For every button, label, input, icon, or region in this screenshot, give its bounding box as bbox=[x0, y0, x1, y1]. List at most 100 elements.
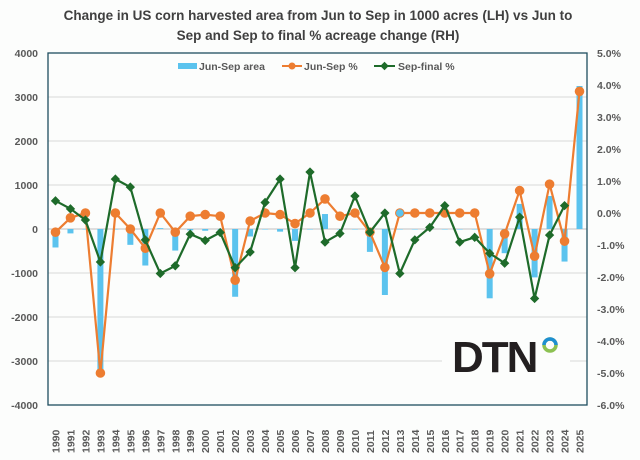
x-tick-label: 2023 bbox=[545, 429, 557, 453]
x-tick-label: 2015 bbox=[425, 429, 437, 453]
sep-final-point-2008 bbox=[320, 237, 330, 247]
sep-final-point-2013 bbox=[395, 268, 405, 279]
x-tick-label: 1996 bbox=[140, 429, 152, 453]
jun-sep-pct-point-2018 bbox=[469, 208, 480, 218]
bar-2013 bbox=[396, 229, 403, 230]
bar-2002 bbox=[232, 229, 239, 297]
plot-border bbox=[47, 52, 588, 406]
jun-sep-pct-point-2001 bbox=[215, 211, 225, 221]
legend-marker-diamond bbox=[380, 61, 389, 71]
bar-1998 bbox=[172, 229, 179, 251]
bar-1997 bbox=[157, 228, 164, 229]
jun-sep-pct-point-1993 bbox=[95, 368, 106, 378]
bar-2023 bbox=[546, 196, 553, 229]
y-left-tick-label: -3000 bbox=[11, 356, 38, 368]
sep-final-point-1990 bbox=[50, 196, 61, 206]
jun-sep-pct-point-2012 bbox=[380, 262, 390, 273]
x-tick-label: 2020 bbox=[500, 429, 512, 453]
sep-final-point-2019 bbox=[485, 248, 495, 258]
jun-sep-pct-point-2017 bbox=[454, 208, 465, 218]
jun-sep-pct-point-2025 bbox=[574, 86, 585, 97]
x-tick-label: 2021 bbox=[515, 429, 527, 453]
jun-sep-pct-point-1991 bbox=[65, 213, 76, 223]
jun-sep-pct-point-2007 bbox=[305, 208, 315, 218]
sep-final-point-2006 bbox=[290, 263, 300, 273]
sep-final-point-2023 bbox=[544, 230, 555, 240]
jun-sep-pct-point-2022 bbox=[529, 251, 540, 262]
legend-label-jun-sep-area: Jun-Sep area bbox=[199, 61, 265, 73]
jun-sep-pct-point-2008 bbox=[320, 194, 330, 204]
x-tick-label: 1997 bbox=[155, 429, 167, 453]
bar-1994 bbox=[112, 229, 119, 230]
x-tick-label: 2002 bbox=[230, 429, 242, 453]
sep-final-point-2002 bbox=[230, 263, 240, 273]
y-right-tick-label: 2.0% bbox=[597, 144, 622, 156]
x-tick-label: 2013 bbox=[395, 429, 407, 453]
x-tick-label: 2010 bbox=[350, 429, 362, 453]
y-left-tick-label: -4000 bbox=[11, 400, 38, 412]
jun-sep-pct-point-1997 bbox=[155, 208, 166, 218]
x-tick-label: 2025 bbox=[575, 429, 587, 453]
sep-final-point-2017 bbox=[455, 237, 465, 247]
bar-2005 bbox=[277, 229, 284, 232]
x-tick-label: 2001 bbox=[215, 429, 227, 453]
jun-sep-pct-point-1998 bbox=[170, 227, 181, 237]
bar-2020 bbox=[501, 229, 508, 254]
y-right-tick-label: -2.0% bbox=[597, 272, 625, 284]
y-left-tick-label: 1000 bbox=[15, 180, 39, 192]
sep-final-point-2009 bbox=[335, 228, 345, 239]
x-tick-label: 1995 bbox=[125, 429, 137, 453]
x-tick-label: 2007 bbox=[305, 429, 317, 453]
x-tick-label: 2004 bbox=[260, 429, 272, 453]
sep-final-point-1994 bbox=[110, 174, 121, 184]
sep-final-point-2004 bbox=[260, 197, 270, 208]
y-right-tick-label: 3.0% bbox=[597, 112, 622, 124]
x-tick-label: 1991 bbox=[65, 429, 77, 453]
sep-final-point-2012 bbox=[380, 208, 390, 218]
y-right-tick-label: 0.0% bbox=[597, 208, 622, 220]
legend-label-jun-sep-pct: Jun-Sep % bbox=[304, 61, 358, 73]
bar-1992 bbox=[82, 229, 89, 230]
jun-sep-pct-point-2014 bbox=[410, 208, 420, 218]
jun-sep-pct-point-2009 bbox=[335, 211, 345, 221]
sep-final-point-1995 bbox=[125, 182, 136, 192]
legend-label-sep-final-pct: Sep-final % bbox=[398, 61, 455, 73]
sep-final-point-1998 bbox=[170, 261, 180, 271]
sep-final-point-2018 bbox=[470, 232, 480, 242]
chart-title-line-1: Change in US corn harvested area from Ju… bbox=[64, 8, 573, 23]
x-tick-label: 1990 bbox=[50, 429, 62, 453]
jun-sep-pct-point-1995 bbox=[125, 224, 136, 234]
sep-final-point-2001 bbox=[215, 227, 225, 238]
jun-sep-pct-point-2006 bbox=[290, 218, 300, 229]
sep-final-point-2011 bbox=[365, 227, 375, 237]
x-tick-label: 2006 bbox=[290, 429, 302, 453]
jun-sep-pct-point-1994 bbox=[110, 208, 121, 218]
x-tick-label: 2008 bbox=[320, 429, 332, 453]
bar-2008 bbox=[321, 214, 328, 229]
sep-final-point-2007 bbox=[305, 167, 315, 177]
jun-sep-pct-point-2023 bbox=[544, 179, 555, 189]
bar-2025 bbox=[576, 86, 583, 229]
jun-sep-pct-point-2010 bbox=[350, 208, 360, 218]
x-tick-label: 2024 bbox=[560, 429, 572, 453]
legend-swatch-bar bbox=[178, 63, 197, 69]
x-tick-label: 2009 bbox=[335, 429, 347, 453]
jun-sep-pct-point-2021 bbox=[514, 185, 525, 196]
jun-sep-pct-point-2024 bbox=[559, 236, 570, 246]
x-tick-label: 2014 bbox=[410, 429, 422, 453]
bar-2018 bbox=[471, 229, 478, 230]
jun-sep-pct-point-2015 bbox=[424, 208, 435, 218]
bar-2003 bbox=[247, 229, 254, 237]
x-tick-label: 2003 bbox=[245, 429, 257, 453]
sep-final-point-2016 bbox=[440, 200, 450, 211]
bar-2007 bbox=[307, 229, 314, 230]
sep-final-point-1991 bbox=[65, 204, 76, 214]
sep-final-point-1993 bbox=[95, 257, 106, 267]
y-right-tick-label: -1.0% bbox=[597, 240, 625, 252]
x-tick-label: 1999 bbox=[185, 429, 197, 453]
y-left-tick-label: 3000 bbox=[15, 92, 39, 104]
bar-2014 bbox=[411, 229, 418, 230]
jun-sep-pct-point-2005 bbox=[275, 209, 285, 220]
y-left-tick-label: -2000 bbox=[11, 312, 38, 324]
